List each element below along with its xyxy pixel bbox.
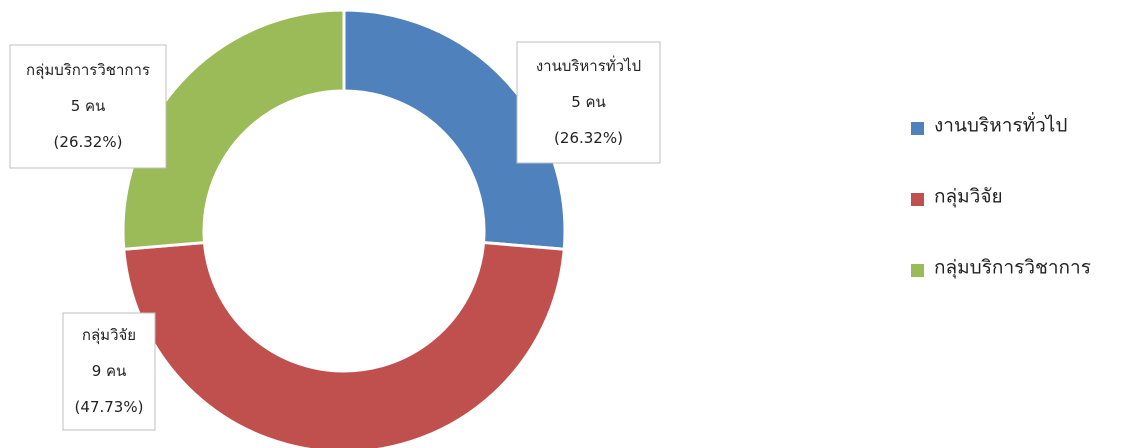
- data-label-category: งานบริหารทั่วไป: [536, 55, 641, 75]
- legend-label: กลุ่มวิจัย: [934, 186, 1003, 209]
- legend-label: กลุ่มบริการวิชาการ: [934, 257, 1091, 280]
- data-label-percent: (26.32%): [554, 129, 623, 147]
- data-label-value: 5 คน: [571, 93, 606, 111]
- legend-swatch: [911, 122, 924, 135]
- data-label-value: 9 คน: [92, 362, 127, 380]
- data-label-box: [9, 44, 167, 169]
- donut-segment: [122, 240, 566, 448]
- donut-segment: [342, 8, 567, 251]
- data-label-value: 5 คน: [71, 97, 106, 115]
- legend-label: งานบริหารทั่วไป: [934, 112, 1067, 137]
- data-label-percent: (47.73%): [75, 398, 144, 416]
- legend-swatch: [911, 264, 924, 277]
- data-label-category: กลุ่มบริการวิชาการ: [26, 61, 150, 80]
- legend-swatch: [911, 193, 924, 206]
- data-label-category: กลุ่มวิจัย: [82, 326, 136, 345]
- data-label-box: [516, 41, 661, 164]
- data-label-box: [62, 312, 156, 431]
- data-label-percent: (26.32%): [54, 133, 123, 151]
